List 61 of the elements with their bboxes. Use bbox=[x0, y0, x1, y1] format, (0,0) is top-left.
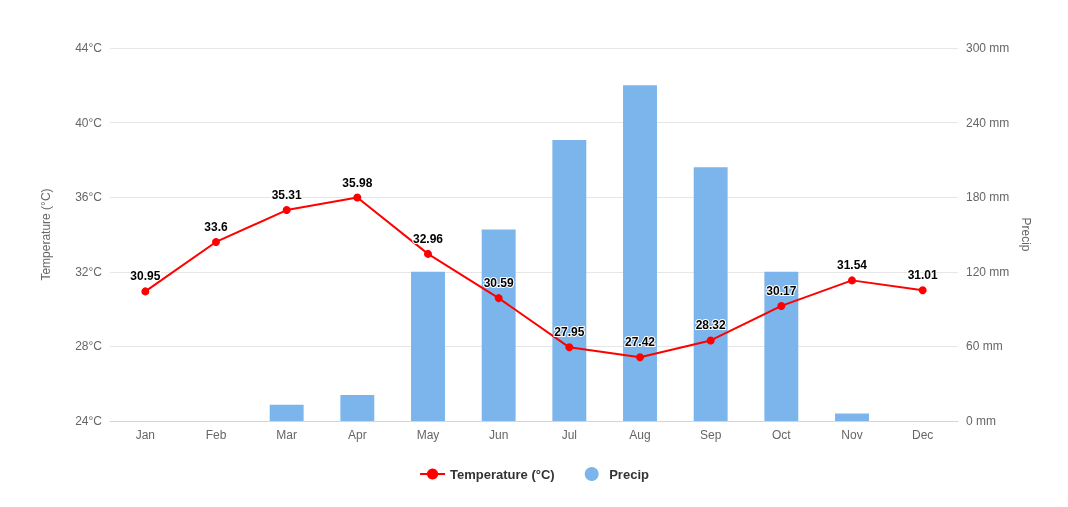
legend-label: Temperature (°C) bbox=[450, 466, 555, 482]
data-label: 35.31 bbox=[271, 188, 303, 203]
x-tick-label: Aug bbox=[629, 428, 651, 442]
point bbox=[848, 276, 856, 285]
data-label: 30.95 bbox=[130, 269, 161, 284]
data-label: 30.59 bbox=[483, 276, 515, 291]
data-label: 33.6 bbox=[204, 219, 228, 234]
bar bbox=[764, 271, 799, 421]
y2-tick-label: 0 mm bbox=[966, 414, 996, 428]
data-label: 35.98 bbox=[342, 175, 373, 190]
x-tick-label: Jun bbox=[488, 428, 509, 442]
x-tick-label: Dec bbox=[911, 428, 934, 442]
y-tick-label: 28°C bbox=[75, 339, 103, 354]
data-label: 30.17 bbox=[766, 283, 797, 298]
x-tick-label: May bbox=[416, 428, 440, 442]
y-tick-label: 40°C bbox=[75, 115, 103, 130]
bar bbox=[269, 404, 304, 421]
data-label: 32.96 bbox=[412, 231, 444, 246]
x-tick-label: Jan bbox=[135, 428, 156, 442]
bar bbox=[411, 271, 445, 421]
legend-label: Precip bbox=[609, 466, 649, 482]
y2-axis-title: Precip bbox=[1019, 217, 1034, 252]
y2-tick-label: 60 mm bbox=[966, 339, 1003, 354]
y-axis-title: Temperature (°C) bbox=[39, 188, 53, 281]
y2-tick-label: 240 mm bbox=[966, 115, 1010, 130]
point bbox=[141, 287, 150, 296]
x-tick-label: Oct bbox=[772, 428, 792, 442]
x-tick-label: Nov bbox=[841, 428, 863, 442]
data-label: 31.54 bbox=[836, 258, 868, 273]
data-label: 28.32 bbox=[695, 318, 727, 333]
point bbox=[494, 294, 503, 303]
y2-tick-label: 120 mm bbox=[966, 264, 1010, 279]
y2-tick-label: 180 mm bbox=[966, 190, 1010, 205]
data-label: 27.42 bbox=[624, 335, 656, 350]
y-tick-label: 36°C bbox=[75, 190, 103, 205]
y-tick-label: 44°C bbox=[75, 41, 103, 55]
point bbox=[212, 237, 220, 246]
bar bbox=[835, 413, 869, 421]
y2-tick-label: 300 mm bbox=[966, 41, 1010, 55]
y-tick-label: 32°C bbox=[75, 264, 103, 279]
x-tick-label: Sep bbox=[699, 428, 722, 442]
point bbox=[565, 343, 574, 352]
bar bbox=[552, 140, 587, 421]
point bbox=[636, 353, 644, 362]
x-tick-label: Feb bbox=[205, 428, 227, 442]
point bbox=[353, 193, 362, 202]
point bbox=[424, 249, 432, 258]
bar bbox=[623, 85, 657, 421]
x-tick-label: Jul bbox=[561, 428, 578, 442]
point bbox=[706, 336, 715, 345]
point bbox=[282, 206, 291, 215]
y-tick-label: 24°C bbox=[75, 414, 103, 428]
x-tick-label: Apr bbox=[347, 428, 367, 442]
bar bbox=[693, 167, 728, 421]
point bbox=[777, 301, 786, 310]
bar bbox=[340, 394, 375, 421]
data-label: 27.95 bbox=[554, 325, 585, 340]
data-label: 31.01 bbox=[907, 268, 939, 283]
point bbox=[918, 286, 927, 295]
x-tick-label: Mar bbox=[276, 428, 297, 442]
bar bbox=[481, 229, 516, 421]
